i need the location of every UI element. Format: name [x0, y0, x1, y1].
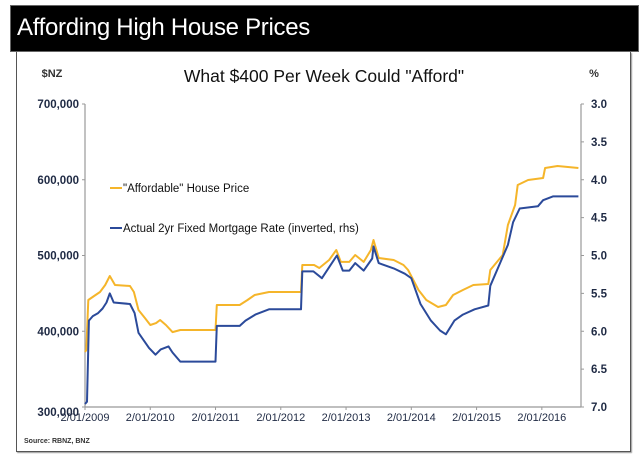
- left-tick-label: 300,000: [37, 407, 79, 419]
- left-tick-label: 500,000: [37, 251, 79, 263]
- source-note: Source: RBNZ, BNZ: [24, 438, 90, 445]
- right-tick-label: 6.0: [591, 326, 607, 338]
- right-tick-label: 3.5: [591, 137, 608, 149]
- series-line-affordable-house-price: [84, 165, 579, 353]
- right-axis-unit: %: [589, 68, 599, 80]
- x-tick-label: 2/01/2016: [517, 412, 566, 424]
- x-tick-label: 2/01/2014: [387, 412, 436, 424]
- x-tick-label: 2/01/2013: [322, 412, 371, 424]
- right-tick-label: 4.5: [591, 213, 608, 225]
- right-tick-label: 7.0: [591, 402, 607, 414]
- left-tick-label: 600,000: [37, 175, 79, 187]
- right-tick-label: 6.5: [591, 364, 608, 376]
- chart-frame: [16, 52, 631, 452]
- right-tick-label: 5.0: [591, 251, 607, 263]
- x-tick-label: 2/01/2009: [61, 412, 110, 424]
- x-tick-label: 2/01/2011: [191, 412, 239, 424]
- left-axis-unit: $NZ: [42, 68, 63, 80]
- x-tick-label: 2/01/2010: [126, 412, 175, 424]
- series-line-mortgage-rate: [84, 195, 579, 405]
- banner-title: Affording High House Prices: [17, 14, 310, 41]
- left-tick-label: 700,000: [37, 99, 79, 111]
- legend: "Affordable" House Price Actual 2yr Fixe…: [110, 183, 359, 235]
- right-tick-label: 3.0: [591, 99, 607, 111]
- x-tick-label: 2/01/2015: [452, 412, 501, 424]
- right-tick-label: 5.5: [591, 288, 608, 300]
- right-tick-label: 4.0: [591, 175, 607, 187]
- chart-title: What $400 Per Week Could "Afford": [184, 66, 464, 86]
- legend-label-rate: Actual 2yr Fixed Mortgage Rate (inverted…: [123, 223, 359, 235]
- x-tick-label: 2/01/2012: [256, 412, 305, 424]
- legend-label-price: "Affordable" House Price: [123, 183, 249, 195]
- banner: Affording High House Prices: [10, 5, 639, 52]
- left-tick-label: 400,000: [37, 326, 79, 338]
